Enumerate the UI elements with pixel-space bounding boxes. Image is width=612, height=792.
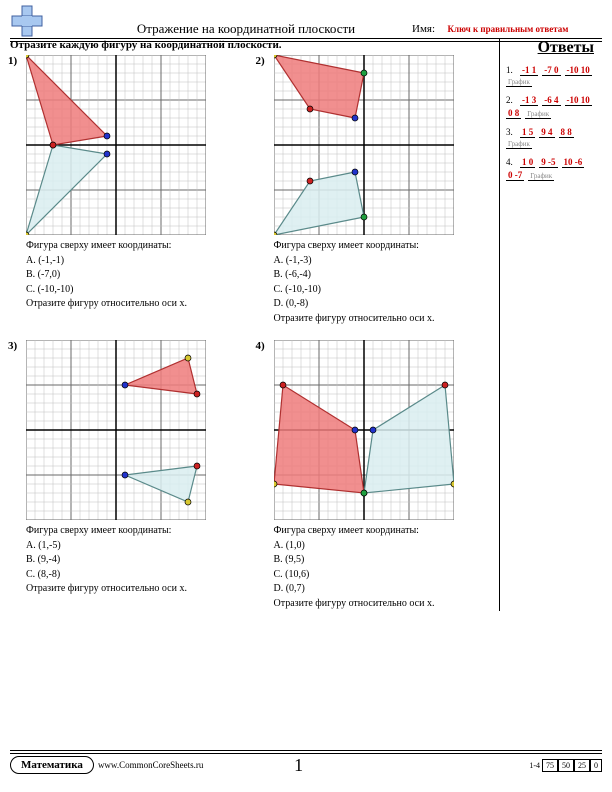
problem: 1) Фигура сверху имеет координаты:A. (-1… [10,55,246,326]
answer-value: 9 4 [539,127,554,138]
coord-line: C. (8,-8) [26,568,246,582]
coord-line: D. (0,-8) [274,297,494,311]
answers-list: 1. -1 1 -7 0 -10 10 График 2. -1 3 -6 4 -10 10 0 … [506,65,594,181]
answer-row: 1. -1 1 -7 0 -10 10 График [506,65,594,87]
answer-value: -1 3 [520,95,538,106]
desc-lead: Фигура сверху имеет координаты: [26,239,246,253]
problem: 2) Фигура сверху имеет координаты:A. (-1… [258,55,494,326]
answer-value: 1 0 [520,157,535,168]
task-line: Отразите фигуру относительно оси x. [274,597,494,611]
answer-row: 2. -1 3 -6 4 -10 10 0 8 График [506,95,594,119]
coord-grid [26,55,246,235]
coord-line: B. (9,5) [274,553,494,567]
answer-row: 4. 1 0 9 -5 10 -6 0 -7 График [506,157,594,181]
answer-number: 3. [506,127,516,137]
coord-line: A. (-1,-3) [274,254,494,268]
answer-graph: График [525,110,551,119]
problem: 3) Фигура сверху имеет координаты:A. (1,… [10,340,246,611]
score-cell: 25 [574,759,590,772]
task-line: Отразите фигуру относительно оси x. [274,312,494,326]
coord-grid [274,55,494,235]
coord-line: C. (-10,-10) [26,283,246,297]
answer-graph: График [528,172,554,181]
score-cell: 75 [542,759,558,772]
answer-value: -1 1 [520,65,538,76]
score-range: 1-4 [529,761,540,770]
page-number: 1 [294,755,303,776]
answer-number: 2. [506,95,516,105]
desc-lead: Фигура сверху имеет координаты: [26,524,246,538]
answer-value: 1 5 [520,127,535,138]
answer-value: 9 -5 [539,157,557,168]
coord-line: B. (-6,-4) [274,268,494,282]
answer-value: -10 10 [565,65,592,76]
desc-lead: Фигура сверху имеет координаты: [274,239,494,253]
coord-line: C. (10,6) [274,568,494,582]
task-line: Отразите фигуру относительно оси x. [26,297,246,311]
coord-grid [274,340,494,520]
answer-value: -10 10 [565,95,592,106]
answer-row: 3. 1 5 9 4 8 8 График [506,127,594,149]
coord-line: C. (-10,-10) [274,283,494,297]
coord-line: A. (1,-5) [26,539,246,553]
answer-number: 1. [506,65,516,75]
task-line: Отразите фигуру относительно оси x. [26,582,246,596]
answer-value: 10 -6 [562,157,585,168]
answer-number: 4. [506,157,516,167]
problem-number: 3) [8,340,17,352]
cross-logo [10,4,44,38]
answer-value: -6 4 [542,95,560,106]
answer-value: -7 0 [542,65,560,76]
answer-value: 8 8 [559,127,574,138]
answer-graph: График [506,140,532,149]
score-cell: 50 [558,759,574,772]
score-box: 1-4 7550250 [529,761,602,770]
problems-grid: 1) Фигура сверху имеет координаты:A. (-1… [10,55,493,611]
answer-value: 0 8 [506,108,521,119]
answer-value: 0 -7 [506,170,524,181]
desc-lead: Фигура сверху имеет координаты: [274,524,494,538]
coord-line: B. (-7,0) [26,268,246,282]
coord-line: B. (9,-4) [26,553,246,567]
score-cell: 0 [590,759,602,772]
answers-title: Ответы [506,39,594,57]
problem-number: 1) [8,55,17,67]
footer-url: www.CommonCoreSheets.ru [98,760,203,770]
coord-grid [26,340,246,520]
subject-box: Математика [10,756,94,774]
coord-line: A. (1,0) [274,539,494,553]
instruction: Отразите каждую фигуру на координатной п… [10,39,493,51]
coord-line: A. (-1,-1) [26,254,246,268]
problem: 4) Фигура сверху имеет координаты:A. (1,… [258,340,494,611]
problem-number: 2) [256,55,265,67]
coord-line: D. (0,7) [274,582,494,596]
problem-number: 4) [256,340,265,352]
answer-graph: График [506,78,532,87]
